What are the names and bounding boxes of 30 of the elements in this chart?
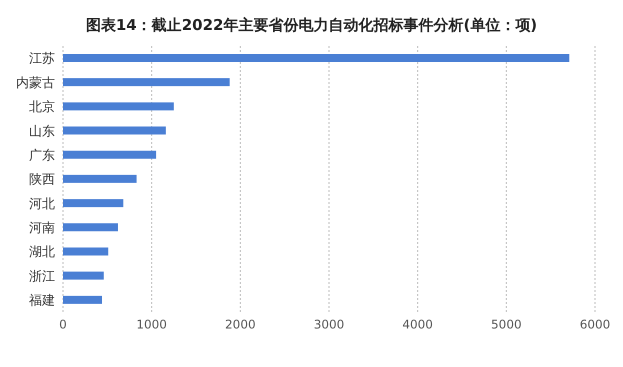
bar <box>63 150 156 159</box>
y-tick-label: 山东 <box>29 124 55 140</box>
x-tick-label: 0 <box>59 318 67 332</box>
bar <box>63 126 166 135</box>
x-tick-label: 5000 <box>491 318 522 332</box>
y-tick-label: 陕西 <box>29 172 55 188</box>
bar <box>63 223 118 232</box>
x-tick-label: 2000 <box>225 318 256 332</box>
y-tick-label: 广东 <box>29 148 55 164</box>
chart-title: 图表14：截止2022年主要省份电力自动化招标事件分析(单位：项) <box>84 15 538 36</box>
y-tick-label: 江苏 <box>29 52 55 67</box>
bar <box>63 54 570 62</box>
x-tick-label: 6000 <box>580 318 610 332</box>
y-tick-label: 北京 <box>29 100 55 116</box>
y-tick-label: 福建 <box>29 294 55 309</box>
y-tick-label: 河南 <box>29 220 55 236</box>
bar <box>63 272 104 280</box>
bar <box>63 296 102 304</box>
y-tick-label: 湖北 <box>29 245 55 260</box>
bar <box>63 78 230 86</box>
y-tick-label: 河北 <box>29 196 55 212</box>
bar <box>63 199 124 208</box>
x-tick-label: 4000 <box>402 318 433 332</box>
bar <box>63 247 108 256</box>
y-tick-label: 内蒙古 <box>16 76 55 91</box>
x-tick-label: 1000 <box>136 318 167 332</box>
x-tick-label: 3000 <box>314 318 344 332</box>
bar <box>63 102 174 110</box>
bar <box>63 174 137 183</box>
y-tick-label: 浙江 <box>29 269 55 284</box>
